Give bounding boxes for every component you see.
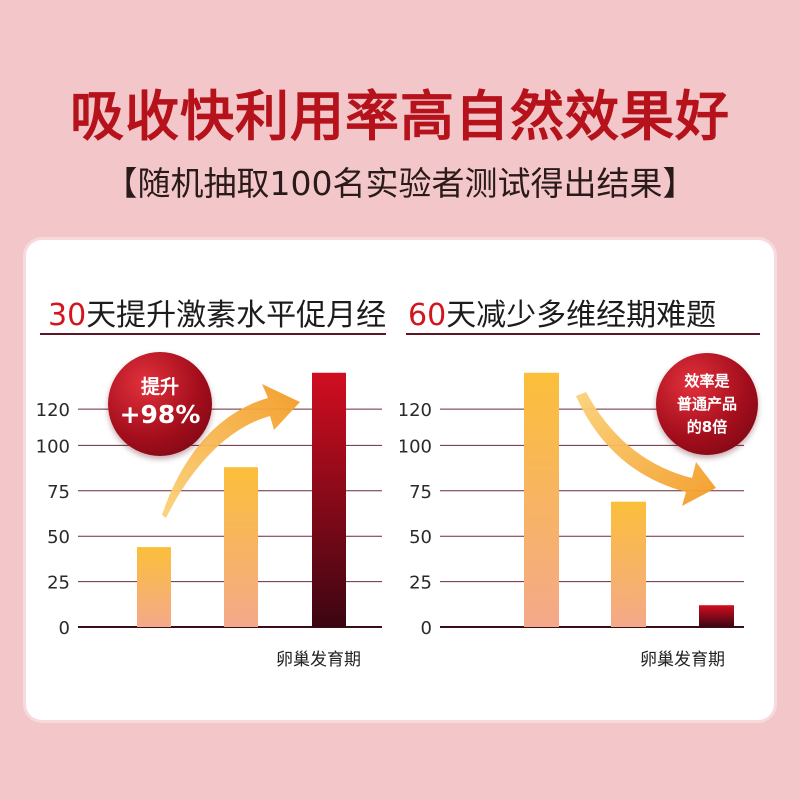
page-title: 吸收快利用率高自然效果好 xyxy=(70,85,730,148)
y-tick-label: 0 xyxy=(421,618,432,639)
y-tick-label: 100 xyxy=(36,436,70,457)
chart-card: 30天提升激素水平促月经 0 25 50 75 100 120 xyxy=(26,240,774,720)
y-tick-label: 50 xyxy=(409,527,432,548)
left-badge-line2: +98% xyxy=(119,400,201,429)
bar xyxy=(224,467,258,627)
left-title-number: 30 xyxy=(48,298,87,333)
left-x-axis-label: 卵巢发育期 xyxy=(276,650,361,670)
right-badge-line1: 效率是 xyxy=(684,372,730,390)
bar xyxy=(137,547,171,627)
right-x-axis-label: 卵巢发育期 xyxy=(640,650,725,670)
left-title-underline xyxy=(40,333,386,335)
y-tick-label: 75 xyxy=(47,482,70,503)
y-tick-label: 0 xyxy=(59,618,70,639)
y-tick-label: 120 xyxy=(400,400,432,421)
y-tick-label: 25 xyxy=(409,573,432,594)
trend-down-arrow xyxy=(576,392,716,506)
trend-up-arrow xyxy=(162,384,300,518)
y-tick-label: 75 xyxy=(409,482,432,503)
y-tick-label: 120 xyxy=(36,400,70,421)
left-badge: 提升 +98% xyxy=(108,352,212,456)
bar xyxy=(699,605,734,627)
right-badge-line3: 的8倍 xyxy=(686,418,728,436)
y-tick-label: 100 xyxy=(400,436,432,457)
left-bar-chart: 0 25 50 75 100 120 xyxy=(36,372,382,639)
y-tick-label: 50 xyxy=(47,527,70,548)
right-chart-panel: 60天减少多维经期难题 0 25 50 75 100 120 效率是 普通产品 的8倍 卵… xyxy=(400,240,774,720)
bar xyxy=(611,501,646,627)
left-title-text: 天提升激素水平促月经 xyxy=(86,298,387,333)
right-badge-line2: 普通产品 xyxy=(676,395,737,413)
bar xyxy=(524,372,559,627)
right-title-number: 60 xyxy=(408,298,447,333)
left-chart-title: 30天提升激素水平促月经 xyxy=(48,290,386,334)
y-tick-label: 25 xyxy=(47,573,70,594)
right-badge: 效率是 普通产品 的8倍 xyxy=(656,353,758,455)
page-subtitle: 【随机抽取100名实验者测试得出结果】 xyxy=(104,164,696,203)
right-chart-title: 60天减少多维经期难题 xyxy=(408,290,716,334)
right-title-underline xyxy=(406,333,760,335)
left-badge-line1: 提升 xyxy=(140,376,179,398)
left-chart-panel: 30天提升激素水平促月经 0 25 50 75 100 120 xyxy=(26,240,400,720)
right-title-text: 天减少多维经期难题 xyxy=(446,298,717,333)
bar xyxy=(312,372,346,627)
